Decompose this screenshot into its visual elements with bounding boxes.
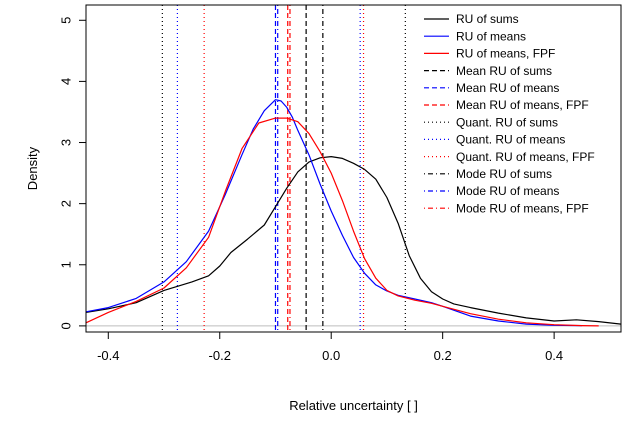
legend-label: RU of sums (456, 12, 519, 26)
y-tick-label: 3 (59, 139, 74, 146)
y-tick-label: 2 (59, 200, 74, 207)
series-line-ru-of-sums (85, 156, 622, 325)
y-tick-label: 1 (59, 261, 74, 268)
legend-label: Quant. RU of means (456, 133, 565, 147)
legend-label: Mode RU of sums (456, 167, 552, 181)
legend-label: Quant. RU of means, FPF (456, 150, 595, 164)
density-curves (85, 99, 622, 327)
legend-label: Mean RU of means (456, 81, 559, 95)
legend-label: RU of means (456, 29, 526, 43)
plot-frame (85, 4, 622, 333)
legend-label: Quant. RU of sums (456, 115, 558, 129)
legend-label: Mean RU of sums (456, 64, 552, 78)
x-tick-label: -0.4 (97, 348, 119, 363)
x-tick-label: 0.2 (434, 348, 452, 363)
legend-label: Mode RU of means (456, 184, 559, 198)
x-tick-label: -0.2 (209, 348, 231, 363)
y-tick-label: 4 (59, 78, 74, 85)
legend-label: RU of means, FPF (456, 47, 555, 61)
x-axis-title: Relative uncertainty [ ] (289, 398, 418, 413)
legend-label: Mean RU of means, FPF (456, 98, 589, 112)
legend: RU of sums RU of means RU of means, FPF Mea… (424, 12, 595, 215)
y-tick-label: 5 (59, 17, 74, 24)
series-line-ru-of-means-fpf (85, 117, 599, 327)
y-tick-label: 0 (59, 322, 74, 329)
x-tick-label: 0.0 (322, 348, 340, 363)
x-tick-label: 0.4 (545, 348, 563, 363)
legend-label: Mode RU of means, FPF (456, 201, 589, 215)
y-axis-title: Density (25, 146, 40, 190)
y-axis: 0 1 2 3 4 5 (59, 17, 86, 330)
x-axis: -0.4 -0.2 0.0 0.2 0.4 (97, 332, 563, 363)
